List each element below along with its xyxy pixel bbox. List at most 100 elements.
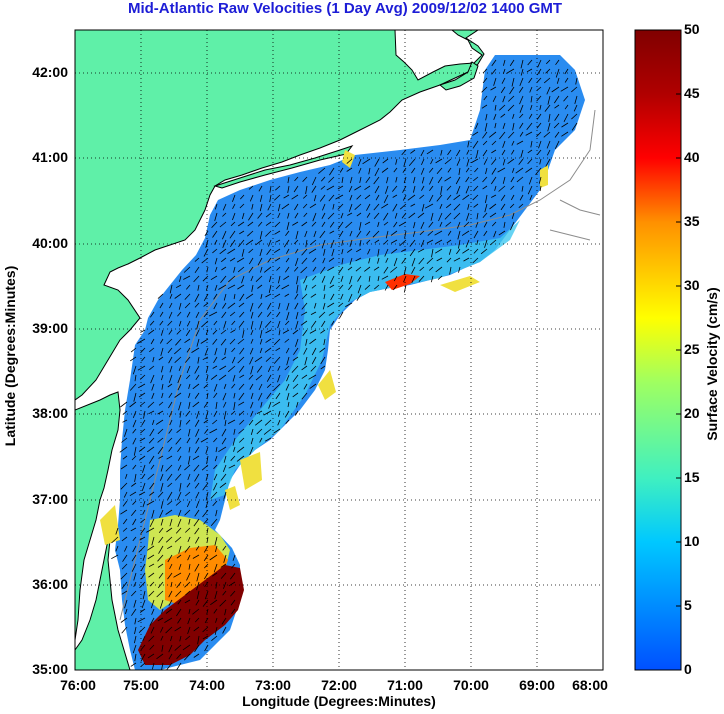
velocity-arrow	[186, 572, 191, 581]
velocity-arrow	[491, 68, 497, 75]
velocity-arrow	[220, 329, 227, 335]
velocity-arrow	[273, 356, 281, 364]
velocity-arrow	[205, 491, 209, 501]
velocity-arrow	[184, 356, 191, 363]
velocity-arrow	[147, 473, 155, 480]
velocity-arrow	[257, 212, 263, 219]
velocity-arrow	[202, 626, 209, 633]
velocity-arrow	[206, 392, 209, 399]
velocity-arrow	[310, 365, 317, 372]
colorbar	[634, 29, 682, 671]
velocity-arrow	[196, 572, 200, 582]
velocity-arrow	[227, 302, 236, 309]
velocity-arrow	[546, 86, 551, 95]
velocity-arrow	[267, 365, 272, 372]
velocity-arrow	[526, 122, 533, 131]
velocity-arrow	[219, 248, 227, 255]
velocity-arrow	[186, 437, 191, 444]
velocity-arrow	[161, 644, 164, 652]
velocity-arrow	[184, 653, 191, 661]
velocity-arrow	[510, 221, 515, 231]
velocity-arrow	[322, 302, 326, 310]
velocity-arrow	[309, 383, 317, 389]
velocity-arrow	[263, 428, 272, 435]
velocity-arrow	[168, 329, 173, 335]
velocity-arrow	[502, 212, 506, 219]
velocity-arrow	[456, 248, 461, 255]
velocity-arrow	[133, 599, 137, 608]
velocity-arrow	[303, 194, 308, 199]
velocity-arrow	[390, 230, 398, 236]
velocity-arrow	[142, 500, 146, 508]
velocity-arrow	[213, 302, 218, 310]
velocity-arrow	[257, 284, 263, 289]
velocity-arrow	[521, 185, 524, 192]
velocity-arrow	[377, 257, 380, 264]
velocity-arrow	[212, 500, 218, 507]
velocity-arrow	[320, 365, 326, 370]
velocity-arrow	[196, 410, 200, 419]
velocity-arrow	[292, 329, 299, 335]
velocity-arrow	[268, 239, 272, 247]
velocity-arrow	[308, 374, 317, 380]
velocity-arrow	[285, 257, 290, 263]
velocity-arrow	[458, 266, 461, 273]
velocity-arrow	[203, 383, 209, 389]
velocity-arrow	[249, 356, 254, 365]
velocity-arrow	[195, 437, 200, 444]
velocity-arrow	[212, 419, 218, 425]
velocity-arrow	[264, 419, 272, 426]
velocity-arrow	[142, 464, 146, 473]
velocity-arrow	[160, 482, 164, 492]
velocity-arrow	[167, 347, 173, 354]
velocity-arrow	[310, 311, 317, 315]
velocity-arrow	[287, 401, 290, 407]
velocity-arrow	[248, 419, 254, 426]
velocity-arrow	[366, 203, 371, 211]
velocity-arrow	[300, 320, 308, 326]
velocity-arrow	[499, 131, 506, 140]
velocity-arrow	[227, 248, 236, 254]
velocity-arrow	[196, 581, 200, 591]
velocity-arrow	[374, 239, 380, 244]
velocity-arrow	[412, 230, 416, 237]
velocity-arrow	[250, 437, 254, 445]
velocity-arrow	[312, 275, 317, 281]
velocity-arrow	[548, 113, 551, 122]
velocity-arrow	[263, 266, 272, 273]
velocity-arrow	[313, 230, 317, 238]
velocity-arrow	[124, 428, 128, 437]
velocity-arrow	[214, 203, 218, 210]
velocity-arrow	[519, 194, 524, 201]
velocity-arrow	[179, 419, 182, 428]
velocity-arrow	[296, 401, 299, 408]
velocity-arrow	[347, 212, 353, 216]
velocity-arrow	[168, 374, 173, 383]
velocity-arrow	[393, 167, 398, 173]
velocity-arrow	[555, 59, 560, 66]
velocity-arrow	[131, 590, 137, 597]
velocity-arrow	[160, 473, 164, 481]
velocity-arrow	[122, 527, 128, 532]
velocity-arrow	[157, 446, 164, 455]
velocity-arrow	[257, 311, 263, 318]
velocity-arrow	[436, 257, 443, 262]
velocity-arrow	[161, 392, 164, 399]
velocity-arrow	[149, 311, 155, 318]
velocity-arrow	[121, 581, 128, 589]
velocity-arrow	[265, 338, 272, 343]
velocity-arrow	[149, 347, 155, 353]
velocity-arrow	[184, 599, 191, 604]
velocity-arrow	[140, 527, 146, 534]
velocity-arrow	[219, 482, 227, 489]
velocity-arrow	[320, 176, 326, 182]
velocity-arrow	[250, 365, 254, 375]
velocity-arrow	[519, 113, 524, 119]
velocity-arrow	[511, 140, 515, 146]
velocity-arrow	[176, 554, 182, 559]
velocity-arrow	[130, 527, 137, 532]
x-tick-label: 75:00	[123, 677, 159, 693]
velocity-arrow	[256, 410, 263, 414]
velocity-arrow	[373, 176, 380, 185]
velocity-arrow	[269, 185, 272, 193]
